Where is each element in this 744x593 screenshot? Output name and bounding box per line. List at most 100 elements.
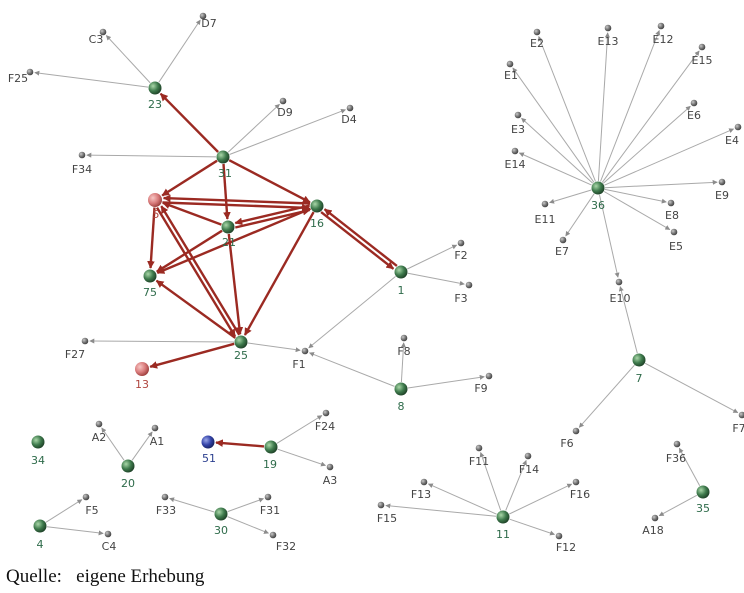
node-label-E9: E9 bbox=[715, 189, 729, 202]
edges-layer bbox=[35, 20, 738, 535]
node-label-E14: E14 bbox=[505, 158, 526, 171]
node-1 bbox=[395, 266, 408, 279]
node-label-E1: E1 bbox=[504, 69, 518, 82]
edge-36-to-E3 bbox=[522, 118, 593, 183]
node-label-23: 23 bbox=[148, 98, 162, 111]
node-label-A1: A1 bbox=[150, 435, 165, 448]
edge-36-to-E15 bbox=[602, 51, 699, 183]
edge-30-to-F33 bbox=[170, 498, 215, 512]
node-F7 bbox=[739, 412, 744, 419]
edge-25-to-F1 bbox=[248, 343, 300, 350]
node-F16 bbox=[573, 479, 580, 486]
node-51 bbox=[202, 436, 215, 449]
node-E12 bbox=[658, 23, 665, 30]
node-label-F7: F7 bbox=[732, 422, 744, 435]
node-label-31: 31 bbox=[218, 167, 232, 180]
node-D4 bbox=[347, 105, 354, 112]
node-F36 bbox=[674, 441, 681, 448]
node-label-E13: E13 bbox=[598, 35, 619, 48]
node-E11 bbox=[542, 201, 549, 208]
node-F34 bbox=[79, 152, 86, 159]
node-label-13: 13 bbox=[135, 378, 149, 391]
node-D9 bbox=[280, 98, 287, 105]
node-E3 bbox=[515, 112, 522, 119]
edge-30-to-F31 bbox=[228, 499, 264, 512]
edge-8-to-F9 bbox=[408, 377, 484, 388]
node-35 bbox=[697, 486, 710, 499]
node-A3 bbox=[327, 464, 334, 471]
edge-36-to-E9 bbox=[605, 182, 717, 188]
node-label-C3: C3 bbox=[89, 33, 104, 46]
edge-36-to-E7 bbox=[566, 194, 594, 236]
edge-36-to-E12 bbox=[601, 31, 660, 182]
node-label-25: 25 bbox=[234, 349, 248, 362]
node-label-35: 35 bbox=[696, 502, 710, 515]
node-label-E10: E10 bbox=[610, 292, 631, 305]
node-75 bbox=[144, 270, 157, 283]
node-label-20: 20 bbox=[121, 477, 135, 490]
node-F11 bbox=[476, 445, 483, 452]
node-7 bbox=[633, 354, 646, 367]
node-label-F11: F11 bbox=[469, 455, 489, 468]
node-8 bbox=[395, 383, 408, 396]
node-23 bbox=[149, 82, 162, 95]
edge-11-to-F16 bbox=[509, 484, 571, 514]
node-label-5: 5 bbox=[153, 208, 160, 221]
node-label-36: 36 bbox=[591, 199, 605, 212]
node-label-F33: F33 bbox=[156, 504, 176, 517]
node-label-E11: E11 bbox=[535, 213, 556, 226]
node-E15 bbox=[699, 44, 706, 51]
node-E8 bbox=[668, 200, 675, 207]
node-A18 bbox=[652, 515, 659, 522]
node-label-F15: F15 bbox=[377, 512, 397, 525]
edge-31-to-5 bbox=[162, 161, 217, 196]
edge-19-to-A3 bbox=[278, 449, 326, 465]
node-E13 bbox=[605, 25, 612, 32]
edge-16-to-1 bbox=[321, 212, 393, 269]
edge-19-to-51 bbox=[216, 443, 264, 447]
node-E9 bbox=[719, 179, 726, 186]
node-label-1: 1 bbox=[398, 284, 405, 297]
node-36 bbox=[592, 182, 605, 195]
node-21 bbox=[222, 221, 235, 234]
node-label-A18: A18 bbox=[642, 524, 664, 537]
node-label-7: 7 bbox=[636, 372, 643, 385]
node-13 bbox=[135, 362, 149, 376]
node-label-C4: C4 bbox=[102, 540, 117, 553]
node-F12 bbox=[556, 533, 563, 540]
node-34 bbox=[32, 436, 45, 449]
node-label-F27: F27 bbox=[65, 348, 85, 361]
node-label-16: 16 bbox=[310, 217, 324, 230]
node-F31 bbox=[265, 494, 272, 501]
node-label-F5: F5 bbox=[85, 504, 98, 517]
node-F14 bbox=[525, 453, 532, 460]
node-label-E6: E6 bbox=[687, 109, 701, 122]
edge-23-to-F25 bbox=[35, 73, 148, 88]
edge-7-to-F6 bbox=[579, 365, 634, 427]
node-label-E3: E3 bbox=[511, 123, 525, 136]
node-label-F14: F14 bbox=[519, 463, 539, 476]
node-F2 bbox=[458, 240, 465, 247]
node-F5 bbox=[83, 494, 90, 501]
node-31 bbox=[217, 151, 230, 164]
node-label-30: 30 bbox=[214, 524, 228, 537]
node-label-4: 4 bbox=[37, 538, 44, 551]
node-label-F36: F36 bbox=[666, 452, 686, 465]
node-label-F6: F6 bbox=[560, 437, 573, 450]
node-label-F2: F2 bbox=[454, 249, 467, 262]
edge-1-to-F2 bbox=[407, 245, 456, 269]
node-label-E12: E12 bbox=[653, 33, 674, 46]
node-E6 bbox=[691, 100, 698, 107]
node-label-D7: D7 bbox=[201, 17, 216, 30]
node-label-F31: F31 bbox=[260, 504, 280, 517]
node-F27 bbox=[82, 338, 89, 345]
node-F6 bbox=[573, 428, 580, 435]
node-label-D9: D9 bbox=[277, 106, 292, 119]
edge-36-to-E4 bbox=[604, 129, 733, 185]
edge-8-to-F1 bbox=[310, 353, 395, 387]
edge-23-to-D7 bbox=[159, 20, 200, 82]
edge-36-to-E14 bbox=[519, 153, 591, 185]
node-E5 bbox=[671, 229, 678, 236]
node-E2 bbox=[534, 29, 541, 36]
